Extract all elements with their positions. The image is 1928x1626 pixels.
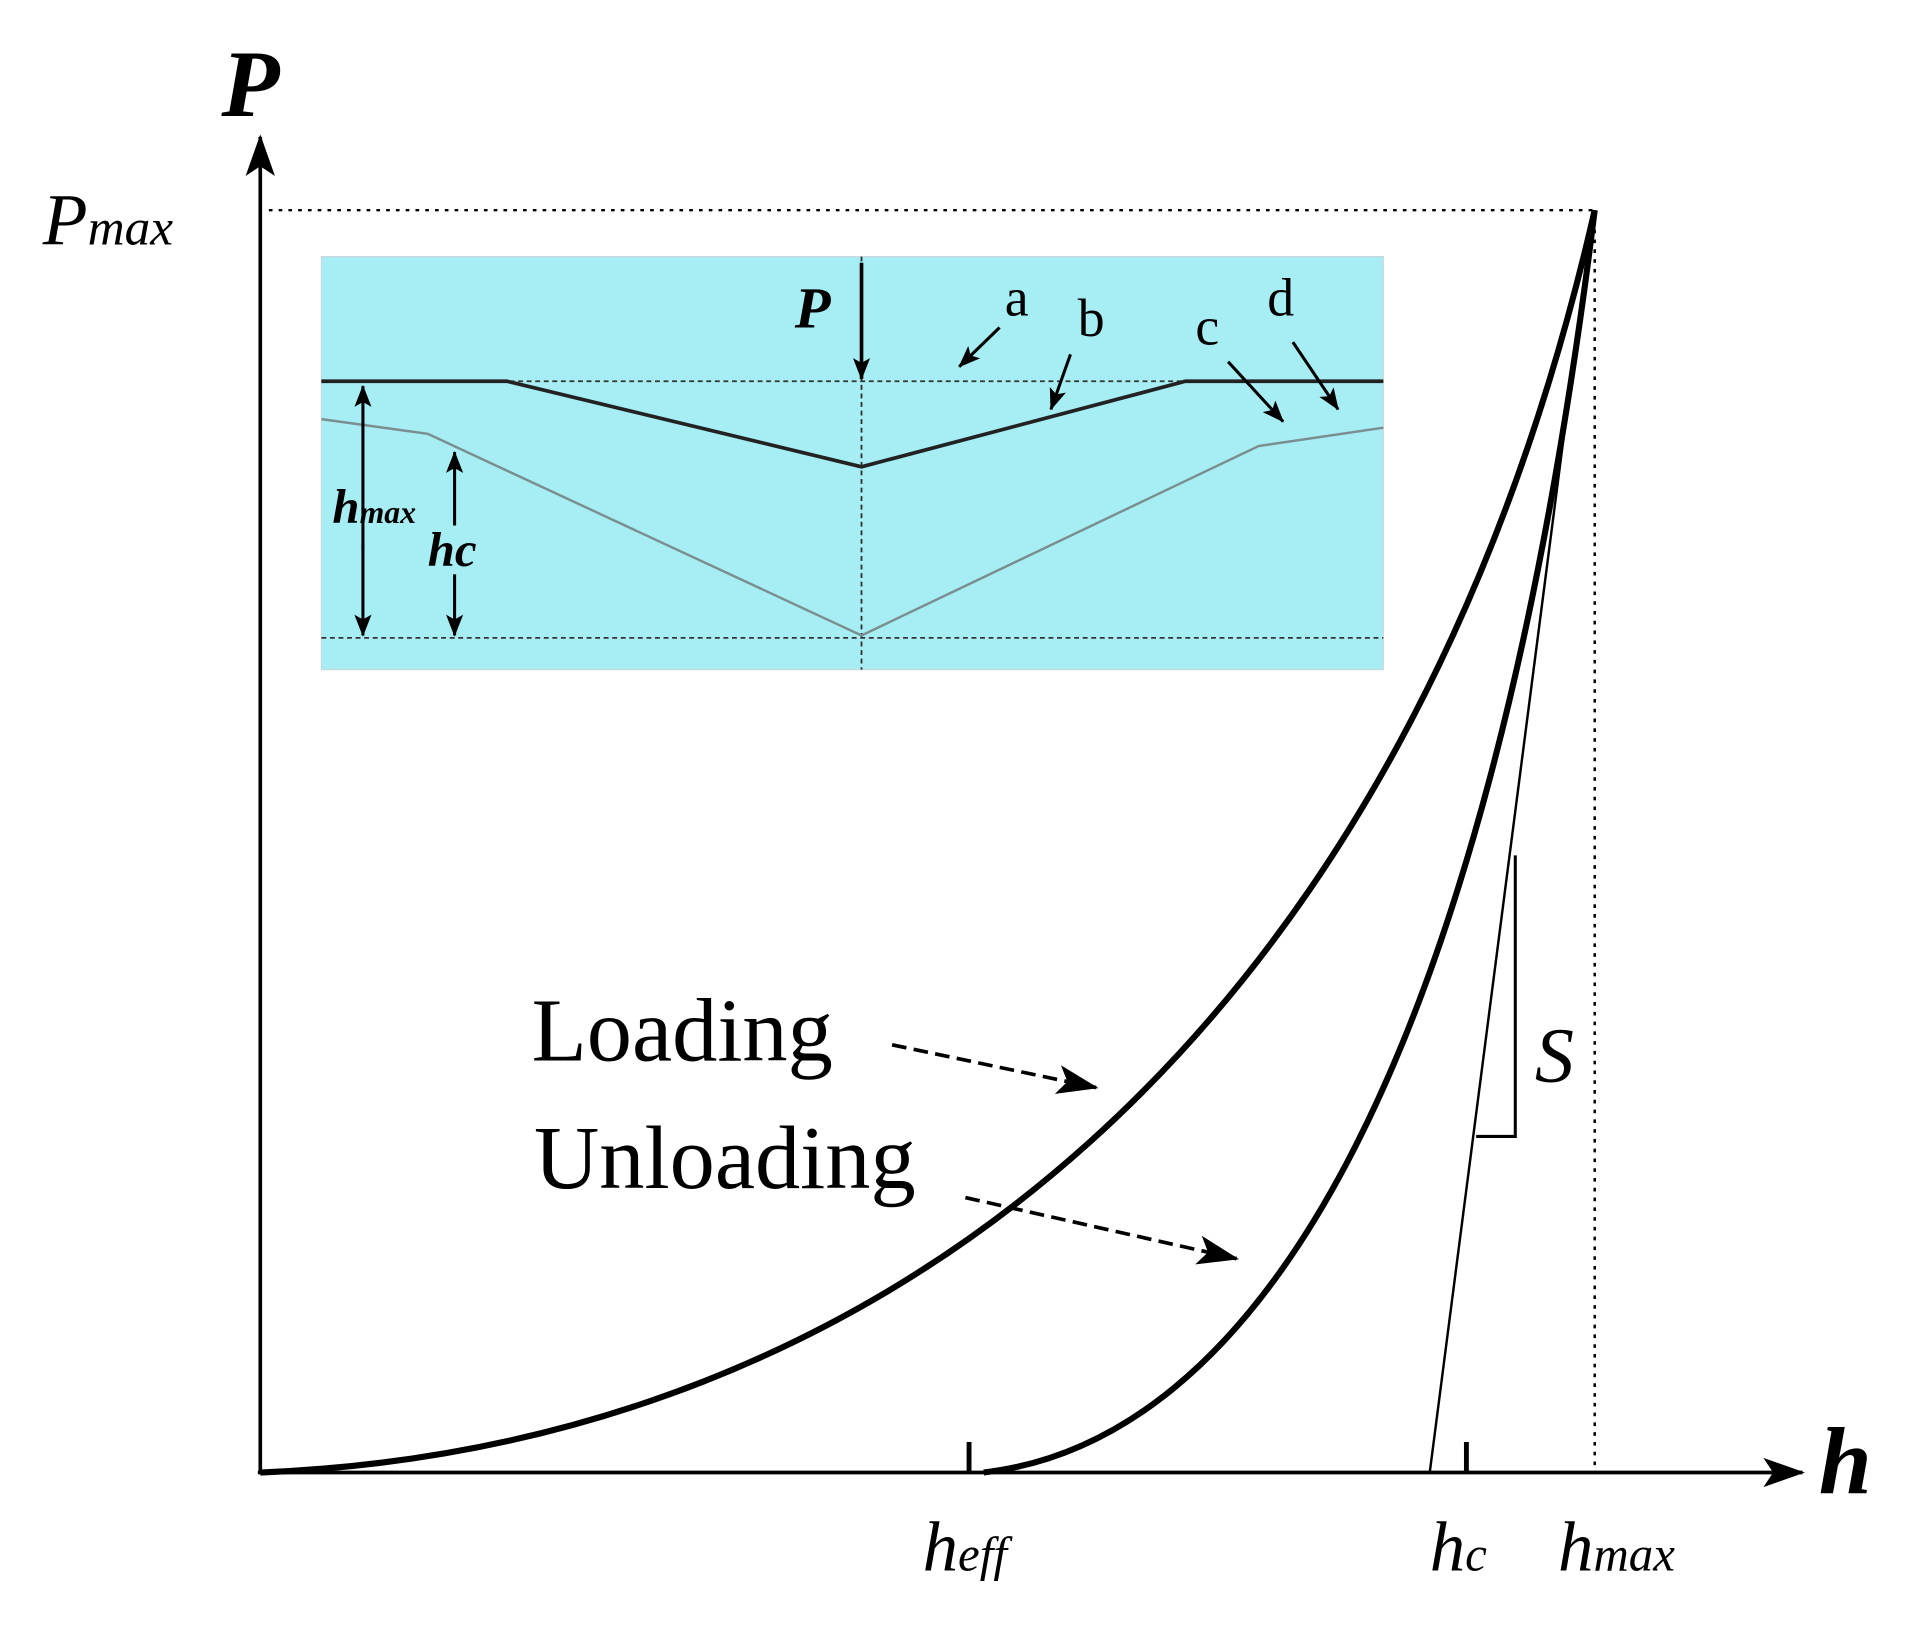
slope-triangle bbox=[1476, 855, 1517, 1138]
marker-label: a bbox=[1005, 267, 1029, 327]
curve-label: Unloading bbox=[534, 1107, 916, 1208]
inset-depth-label: hc bbox=[428, 522, 477, 577]
inset: P a b c d hmax hc bbox=[320, 256, 1384, 671]
inset-load-label: P bbox=[794, 275, 832, 340]
unloaded-surface bbox=[321, 379, 1384, 469]
loaded-surface bbox=[321, 417, 1384, 637]
x-marker-label: heff bbox=[923, 1508, 1014, 1586]
base: h bbox=[1430, 1508, 1465, 1586]
curve-label: Loading bbox=[532, 980, 833, 1081]
sub: eff bbox=[958, 1526, 1013, 1581]
marker-label: c bbox=[1195, 297, 1219, 357]
figure: P a b c d hmax hc P h Pmax S heff hc hma… bbox=[42, 31, 1872, 1586]
base: P bbox=[42, 179, 88, 260]
tangent-line bbox=[1428, 244, 1590, 1473]
marker-arrow bbox=[958, 326, 1001, 368]
pmax-label: Pmax bbox=[42, 179, 174, 260]
unloading-curve bbox=[983, 209, 1598, 1476]
curve-label-arrow bbox=[964, 1195, 1240, 1265]
base: h bbox=[332, 479, 359, 534]
base: h bbox=[923, 1508, 958, 1586]
sub: c bbox=[1465, 1526, 1487, 1581]
marker-label: b bbox=[1078, 288, 1105, 348]
slope-label: S bbox=[1535, 1011, 1574, 1098]
loading-curve bbox=[260, 209, 1598, 1476]
curve-label-arrow bbox=[891, 1043, 1099, 1094]
inset-depth-label: hmax bbox=[332, 479, 416, 534]
sub: max bbox=[360, 495, 417, 530]
marker-label: d bbox=[1267, 267, 1294, 327]
marker-arrow bbox=[1226, 360, 1285, 423]
base: h bbox=[1558, 1508, 1593, 1586]
y-axis-label: P bbox=[220, 31, 280, 137]
sub: max bbox=[1593, 1526, 1675, 1581]
x-marker-label: hc bbox=[1430, 1508, 1487, 1586]
marker-arrow bbox=[1049, 353, 1072, 411]
sub: max bbox=[88, 199, 174, 256]
marker-arrow bbox=[1291, 341, 1340, 411]
x-axis-label: h bbox=[1819, 1408, 1872, 1514]
sub: c bbox=[455, 522, 477, 577]
base: h bbox=[428, 522, 455, 577]
x-marker-label: hmax bbox=[1558, 1508, 1675, 1586]
